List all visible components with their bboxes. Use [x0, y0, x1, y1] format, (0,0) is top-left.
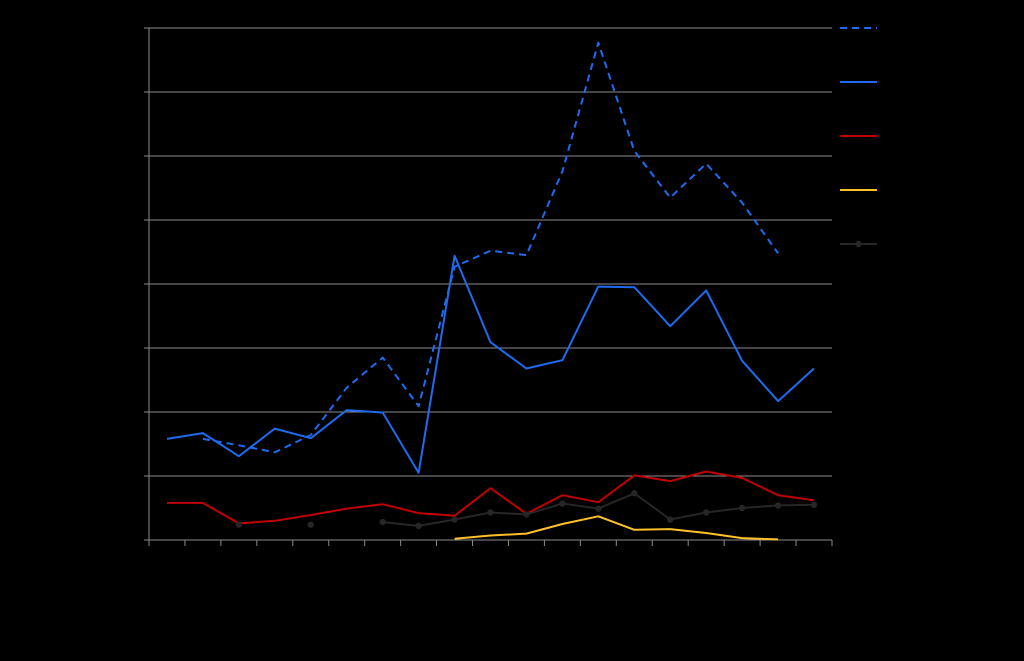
series-4-point-15: [702, 509, 710, 516]
series-4-point-10: [523, 511, 530, 518]
series-4-point-17: [774, 502, 782, 509]
series-4-point-8: [451, 516, 458, 523]
series-4-point-9: [487, 509, 494, 516]
series-4-point-16: [738, 504, 746, 512]
series-2-line-0: [167, 470, 815, 525]
series-0-line-0: [202, 41, 779, 454]
series-3-line-0: [454, 515, 779, 541]
series-4-point-13: [631, 490, 638, 497]
series-4-point-11: [559, 500, 566, 507]
series-4-point-18: [810, 501, 818, 508]
series-4-point-2: [235, 521, 243, 528]
series-4-point-7: [415, 522, 422, 530]
legend-marker-4: [855, 240, 862, 248]
series-1-line-0: [166, 254, 815, 474]
series-4-point-12: [595, 505, 602, 512]
series-4-point-6: [379, 518, 386, 526]
series-4-point-4: [307, 521, 314, 528]
series-4-point-14: [667, 516, 674, 523]
